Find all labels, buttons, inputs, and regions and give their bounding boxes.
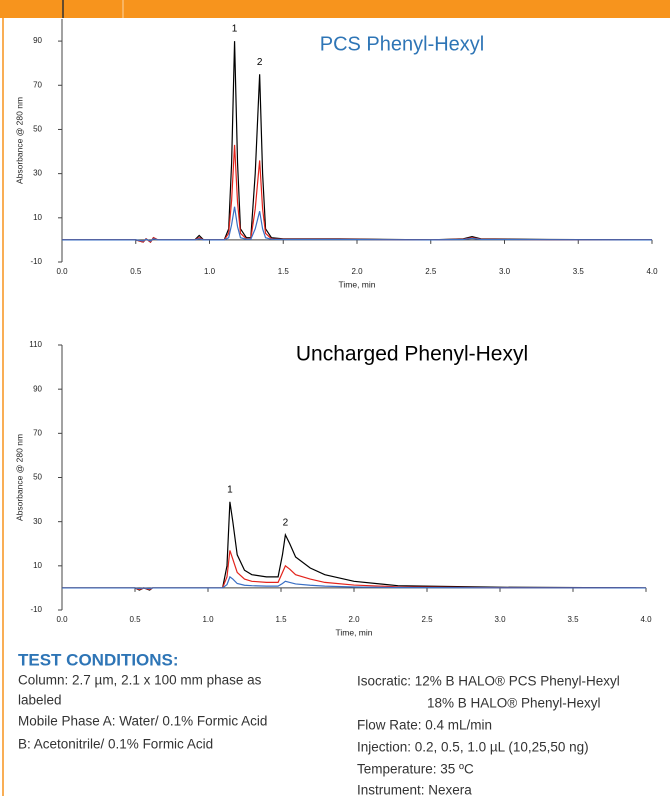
x-tick-label: 4.0 xyxy=(640,615,652,624)
x-tick-label: 0.0 xyxy=(56,615,68,624)
x-tick-label: 2.5 xyxy=(421,615,433,624)
trace xyxy=(62,575,647,590)
x-tick-label: 1.5 xyxy=(275,615,287,624)
condition-line: Instrument: Nexera xyxy=(357,783,472,796)
x-tick-label: 1.0 xyxy=(202,615,214,624)
x-tick-label: 3.0 xyxy=(499,267,511,276)
y-tick-label: 70 xyxy=(33,80,42,89)
y-tick-label: 30 xyxy=(33,517,42,526)
trace xyxy=(62,41,653,243)
condition-line: Mobile Phase A: Water/ 0.1% Formic Acid xyxy=(18,714,267,729)
top-band xyxy=(0,0,670,18)
peak-label: 1 xyxy=(232,24,238,35)
condition-line: Flow Rate: 0.4 mL/min xyxy=(357,718,492,733)
trace xyxy=(62,501,647,591)
y-tick-label: 110 xyxy=(29,340,42,349)
x-tick-label: 3.5 xyxy=(567,615,579,624)
y-tick-label: 50 xyxy=(33,125,42,134)
peak-label: 2 xyxy=(257,57,263,68)
chart-title: PCS Phenyl-Hexyl xyxy=(320,33,485,55)
x-tick-label: 1.5 xyxy=(278,267,290,276)
y-axis-label: Absorbance @ 280 nm xyxy=(14,97,24,184)
peak-label: 2 xyxy=(283,518,289,529)
y-tick-label: 90 xyxy=(33,384,42,393)
y-tick-label: -10 xyxy=(30,257,42,266)
trace xyxy=(62,206,653,242)
y-tick-label: 90 xyxy=(33,36,42,45)
condition-line: Isocratic: 12% B HALO® PCS Phenyl-Hexyl xyxy=(357,674,620,689)
x-tick-label: 2.5 xyxy=(425,267,437,276)
conditions-heading: TEST CONDITIONS: xyxy=(18,650,179,669)
y-tick-label: 70 xyxy=(33,428,42,437)
x-tick-label: 4.0 xyxy=(646,267,658,276)
x-axis-label: Time, min xyxy=(339,279,376,289)
y-tick-label: -10 xyxy=(30,605,42,614)
y-tick-label: 10 xyxy=(33,561,42,570)
x-tick-label: 1.0 xyxy=(204,267,216,276)
condition-line: 18% B HALO® Phenyl-Hexyl xyxy=(427,696,601,711)
x-axis-label: Time, min xyxy=(336,627,373,637)
x-tick-label: 0.5 xyxy=(129,615,141,624)
x-tick-label: 0.0 xyxy=(56,267,68,276)
x-tick-label: 2.0 xyxy=(348,615,360,624)
condition-line: B: Acetonitrile/ 0.1% Formic Acid xyxy=(18,737,213,752)
chart-title: Uncharged Phenyl-Hexyl xyxy=(296,343,528,366)
condition-line: labeled xyxy=(18,693,62,708)
x-tick-label: 0.5 xyxy=(130,267,142,276)
x-tick-label: 2.0 xyxy=(351,267,363,276)
y-tick-label: 10 xyxy=(33,213,42,222)
x-tick-label: 3.0 xyxy=(494,615,506,624)
y-tick-label: 30 xyxy=(33,169,42,178)
y-tick-label: 50 xyxy=(33,473,42,482)
condition-line: Injection: 0.2, 0.5, 1.0 µL (10,25,50 ng… xyxy=(357,740,589,755)
x-tick-label: 3.5 xyxy=(573,267,585,276)
y-axis-label: Absorbance @ 280 nm xyxy=(14,434,24,521)
peak-label: 1 xyxy=(227,484,233,495)
trace xyxy=(62,550,647,591)
condition-line: Temperature: 35 ºC xyxy=(357,762,474,777)
trace xyxy=(62,144,653,243)
condition-line: Column: 2.7 µm, 2.1 x 100 mm phase as xyxy=(18,673,262,688)
